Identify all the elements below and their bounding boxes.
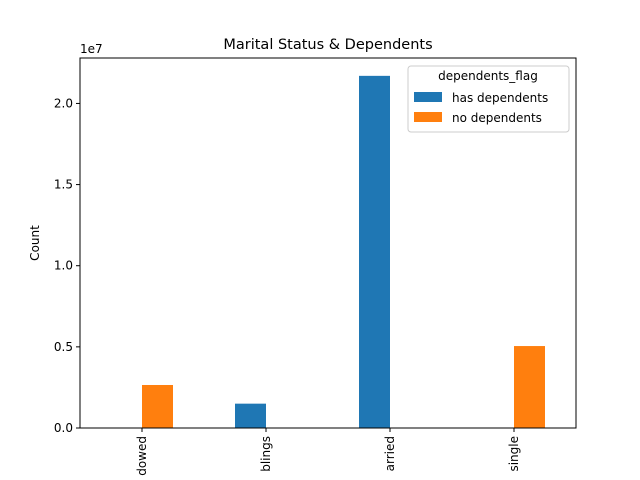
legend-swatch-1 xyxy=(414,112,442,122)
legend-items: has dependents no dependents xyxy=(414,91,548,125)
plot-frame xyxy=(79,57,577,429)
legend-label-0: has dependents xyxy=(452,91,548,105)
bar-no-dependents-0 xyxy=(142,384,173,428)
y-tick-label: 0.0 xyxy=(54,421,73,435)
bar-no-dependents-3 xyxy=(514,346,545,428)
y-tick-label: 1.0 xyxy=(54,259,73,273)
y-tick-label: 1.5 xyxy=(54,178,73,192)
x-axis-ticks: dowed blings arried single xyxy=(135,428,521,476)
legend-swatch-0 xyxy=(414,92,442,102)
legend: dependents_flag has dependents no depende… xyxy=(407,65,570,133)
y-tick-label: 0.5 xyxy=(54,340,73,354)
bars-group xyxy=(142,75,545,428)
legend-label-1: no dependents xyxy=(452,111,542,125)
x-tick-label: dowed xyxy=(135,436,149,476)
legend-title: dependents_flag xyxy=(438,69,538,83)
chart-title: Marital Status & Dependents xyxy=(223,37,432,53)
bar-has-dependents-2 xyxy=(359,75,390,428)
x-tick-label: blings xyxy=(259,436,273,472)
y-axis-label: Count xyxy=(28,225,42,261)
y-offset-label: 1e7 xyxy=(80,42,103,56)
legend-box xyxy=(407,65,570,133)
bar-has-dependents-1 xyxy=(235,403,266,428)
x-tick-label: single xyxy=(507,436,521,472)
y-axis-ticks: 0.0 0.5 1.0 1.5 2.0 xyxy=(54,96,80,435)
x-tick-label: arried xyxy=(383,436,397,471)
y-tick-label: 2.0 xyxy=(54,96,73,110)
